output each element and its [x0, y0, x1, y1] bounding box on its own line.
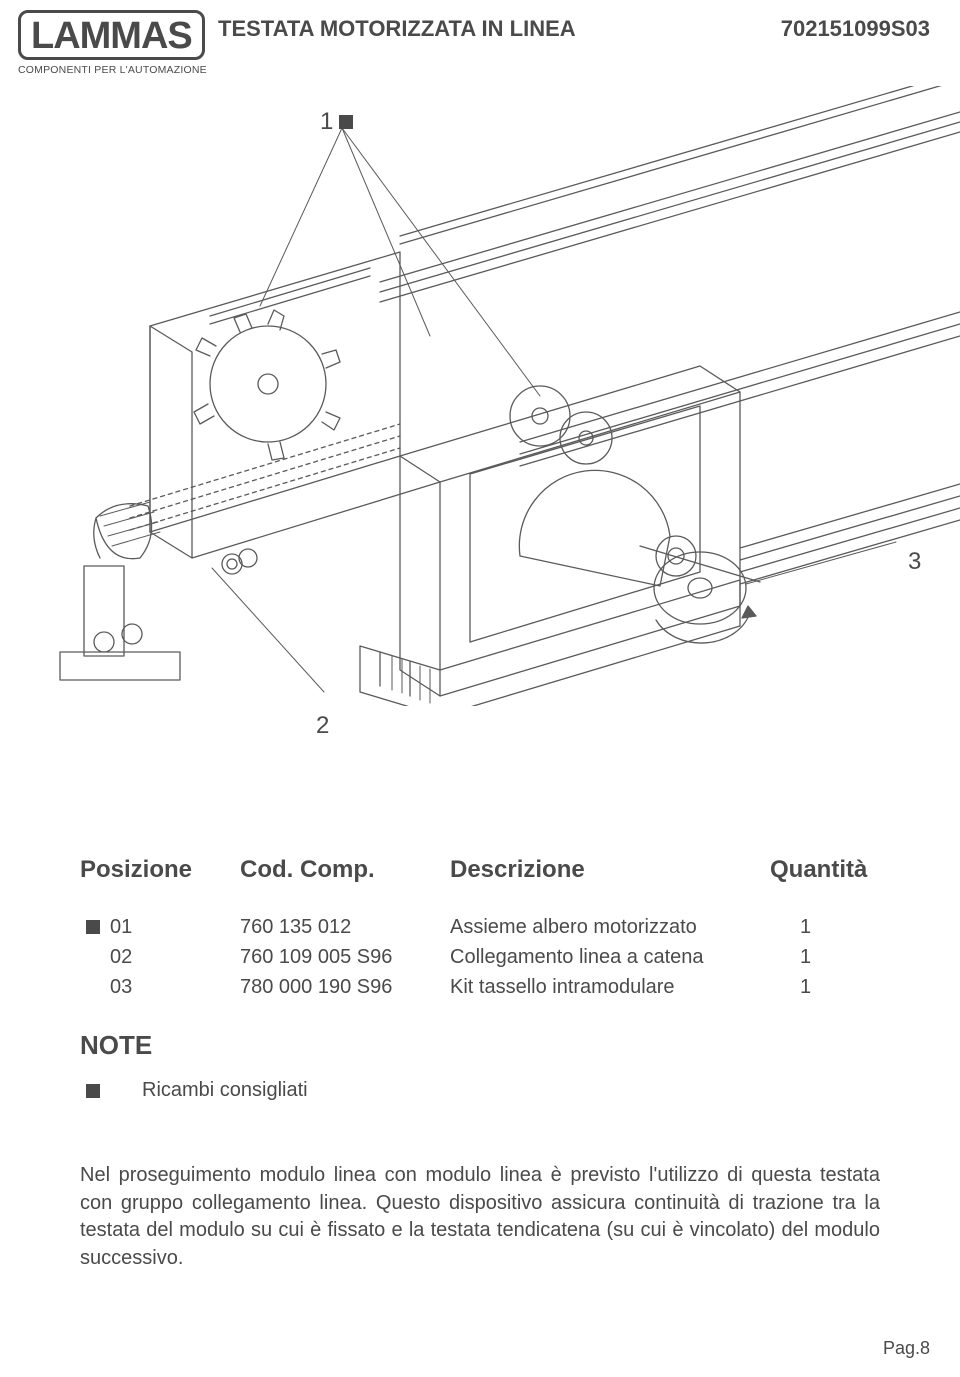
square-marker-icon	[86, 980, 100, 994]
notes-item: Ricambi consigliati	[80, 1079, 880, 1102]
col-header-descrizione: Descrizione	[450, 856, 770, 884]
square-marker-icon	[86, 1084, 100, 1098]
cell-codice: 760 109 005 S96	[240, 942, 450, 972]
callout-number: 2	[316, 712, 329, 740]
technical-diagram: 1	[0, 86, 960, 686]
brand-block: LAMMAS COMPONENTI PER L'AUTOMAZIONE	[18, 10, 218, 76]
callout-marker-icon	[339, 115, 353, 129]
pos-number: 02	[110, 942, 132, 972]
page-header: LAMMAS COMPONENTI PER L'AUTOMAZIONE TEST…	[0, 0, 960, 76]
brand-logo: LAMMAS	[18, 10, 205, 60]
cell-posizione: 02	[80, 942, 240, 972]
cell-quantita: 1	[770, 942, 880, 972]
pos-number: 01	[110, 912, 132, 942]
notes-heading: NOTE	[80, 1030, 880, 1061]
parts-table: Posizione Cod. Comp. Descrizione Quantit…	[0, 836, 960, 1102]
table-row: 02 760 109 005 S96Collegamento linea a ca…	[80, 942, 880, 972]
table-body: 01 760 135 012Assieme albero motorizzato1…	[80, 912, 880, 1002]
cell-descrizione: Assieme albero motorizzato	[450, 912, 770, 942]
document-title: TESTATA MOTORIZZATA IN LINEA	[218, 16, 576, 42]
col-header-codice: Cod. Comp.	[240, 856, 450, 884]
brand-tagline: COMPONENTI PER L'AUTOMAZIONE	[18, 64, 218, 76]
cell-codice: 760 135 012	[240, 912, 450, 942]
pos-number: 03	[110, 972, 132, 1002]
document-code: 702151099S03	[781, 16, 930, 42]
title-row: TESTATA MOTORIZZATA IN LINEA 702151099S0…	[218, 10, 930, 42]
diagram-svg	[0, 86, 960, 706]
cell-posizione: 03	[80, 972, 240, 1002]
table-header-row: Posizione Cod. Comp. Descrizione Quantit…	[80, 856, 880, 884]
cell-posizione: 01	[80, 912, 240, 942]
cell-descrizione: Kit tassello intramodulare	[450, 972, 770, 1002]
brand-logo-text: LAMMAS	[31, 17, 192, 55]
square-marker-icon	[86, 920, 100, 934]
callout-number: 3	[908, 548, 921, 576]
col-header-quantita: Quantità	[770, 856, 880, 884]
cell-quantita: 1	[770, 912, 880, 942]
page-number: Pag.8	[883, 1338, 930, 1359]
notes-item-text: Ricambi consigliati	[142, 1079, 308, 1102]
square-marker-icon	[86, 950, 100, 964]
table-row: 01 760 135 012Assieme albero motorizzato1	[80, 912, 880, 942]
callout-number: 1	[320, 108, 333, 136]
col-header-posizione: Posizione	[80, 856, 240, 884]
diagram-callout-1: 1	[320, 108, 353, 136]
cell-descrizione: Collegamento linea a catena	[450, 942, 770, 972]
diagram-callout-3: 3	[908, 548, 921, 576]
cell-codice: 780 000 190 S96	[240, 972, 450, 1002]
diagram-callout-2: 2	[316, 712, 329, 740]
cell-quantita: 1	[770, 972, 880, 1002]
description-paragraph: Nel proseguimento modulo linea con modul…	[80, 1162, 880, 1272]
table-row: 03 780 000 190 S96Kit tassello intramodul…	[80, 972, 880, 1002]
